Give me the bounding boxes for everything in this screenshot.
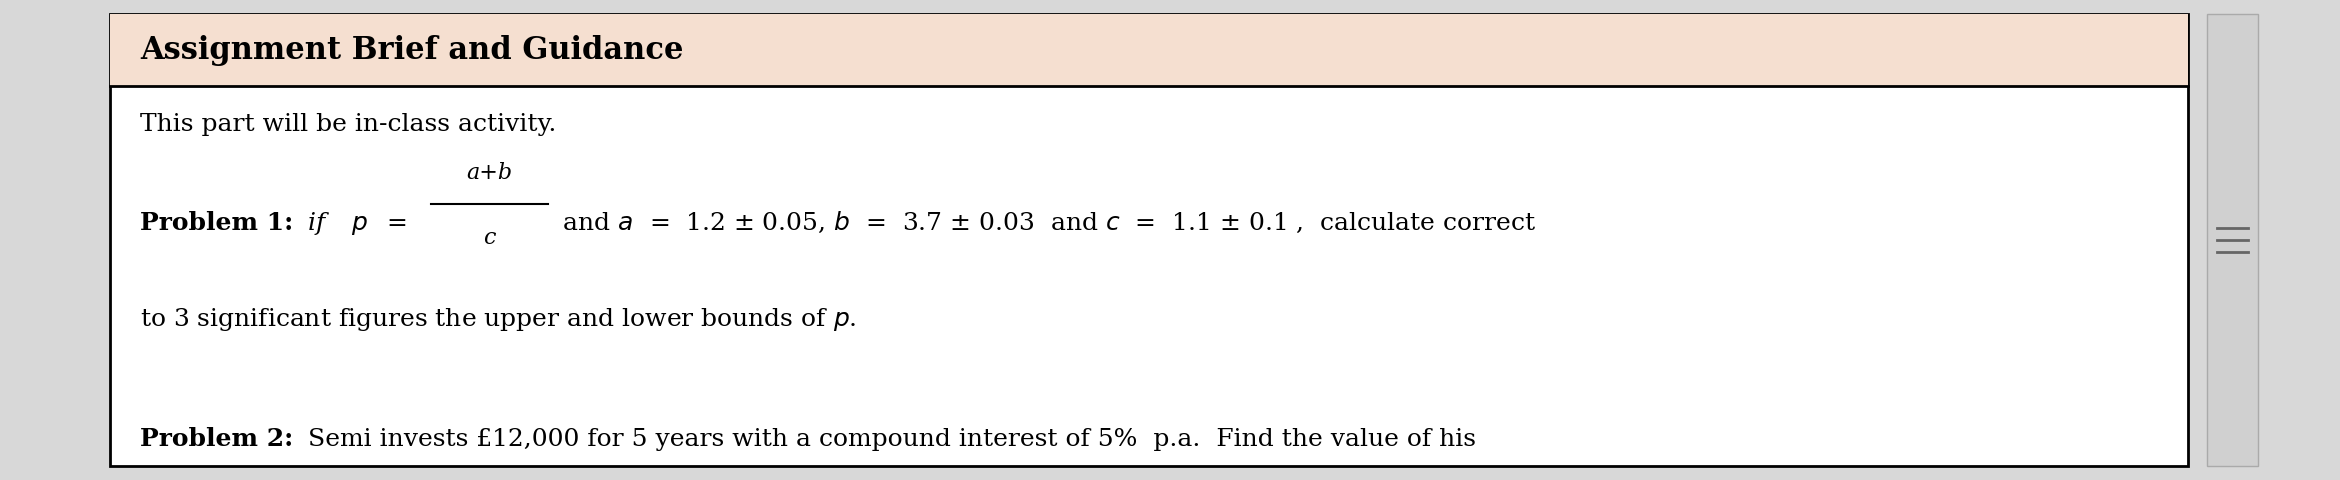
Bar [110,14,2188,86]
Text: Semi invests £12,000 for 5 years with a compound interest of 5%  p.a.  Find the : Semi invests £12,000 for 5 years with a … [300,428,1477,451]
Text: if: if [300,212,332,235]
Text: c: c [482,227,496,249]
Text: a+b: a+b [466,162,512,184]
Text: =: = [379,212,417,235]
Bar [2207,14,2258,466]
Text: and $a$  =  1.2 ± 0.05, $b$  =  3.7 ± 0.03  and $c$  =  1.1 ± 0.1 ,  calculate c: and $a$ = 1.2 ± 0.05, $b$ = 3.7 ± 0.03 a… [555,210,1535,235]
Text: Problem 2:: Problem 2: [140,427,292,451]
Text: Assignment Brief and Guidance: Assignment Brief and Guidance [140,35,683,66]
Text: This part will be in-class activity.: This part will be in-class activity. [140,113,557,136]
Text: Problem 1:: Problem 1: [140,211,292,235]
Text: $p$: $p$ [351,214,367,238]
FancyBboxPatch shape [110,14,2188,466]
Text: to 3 significant figures the upper and lower bounds of $p$.: to 3 significant figures the upper and l… [140,306,856,334]
